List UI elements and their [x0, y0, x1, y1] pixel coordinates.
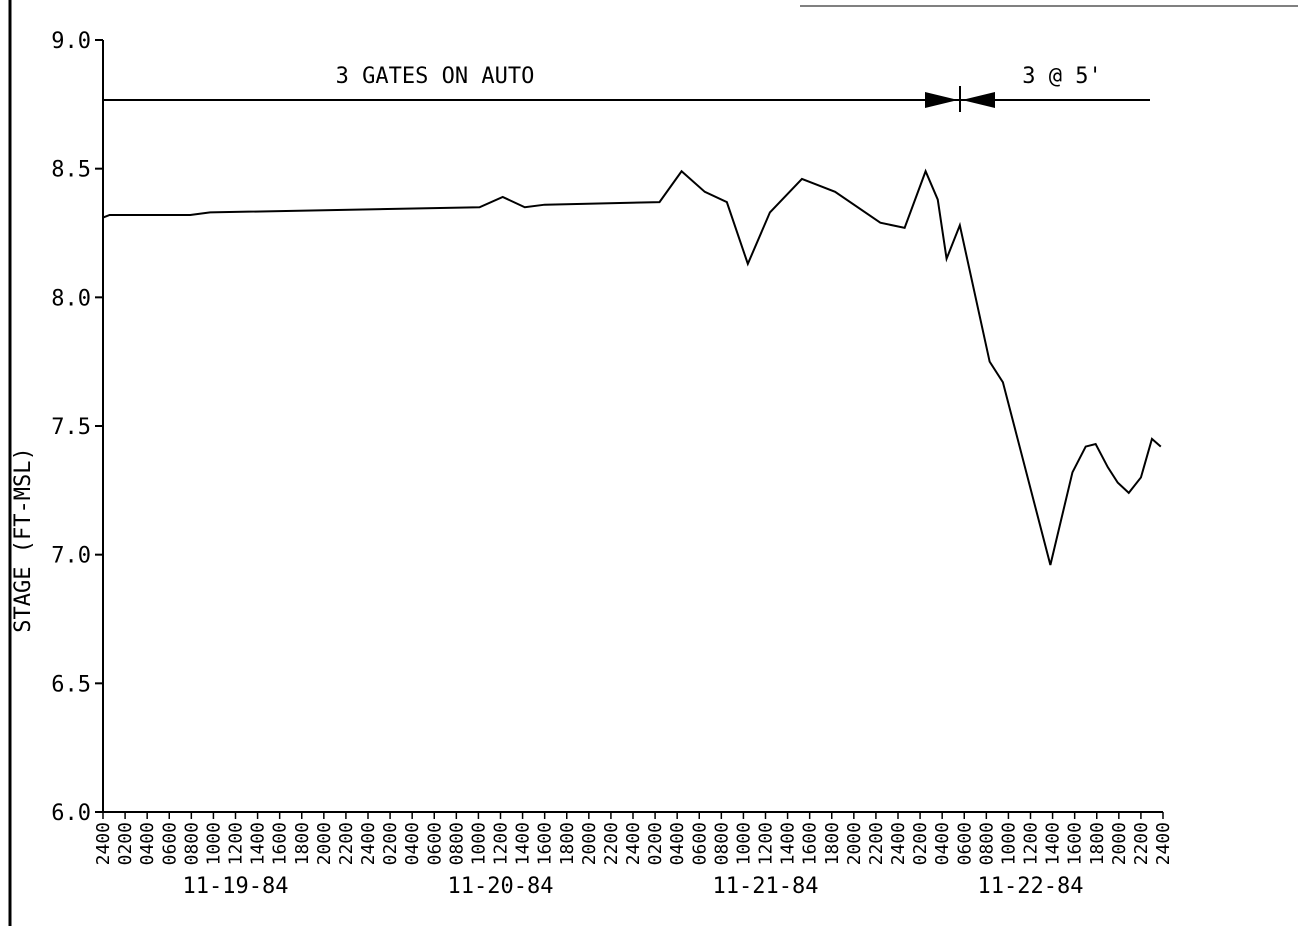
x-tick-label: 0600	[424, 822, 445, 865]
x-tick-label: 0400	[667, 822, 688, 865]
arrow-head	[925, 92, 958, 108]
x-tick-label: 1800	[292, 822, 313, 865]
x-tick-label: 1600	[535, 822, 556, 865]
line	[102, 168, 1162, 566]
x-tick-label: 2000	[314, 822, 335, 865]
y-tick-label: 7.5	[51, 415, 91, 440]
x-tick-label: 1800	[822, 822, 843, 865]
x-tick-label: 0400	[932, 822, 953, 865]
y-axis-label: STAGE (FT-MSL)	[11, 447, 36, 632]
date-label: 11-20-84	[448, 874, 554, 899]
x-tick-label: 0600	[159, 822, 180, 865]
arrow-head	[962, 92, 995, 108]
x-tick-label: 0800	[711, 822, 732, 865]
x-tick-label: 1000	[733, 822, 754, 865]
x-tick-label: 1400	[513, 822, 534, 865]
x-tick-label: 0800	[446, 822, 467, 865]
date-label: 11-19-84	[183, 874, 289, 899]
x-tick-label: 1400	[248, 822, 269, 865]
x-tick-label: 0600	[689, 822, 710, 865]
y-tick-label: 8.0	[51, 286, 91, 311]
x-tick-label: 2000	[579, 822, 600, 865]
x-tick-label: 1200	[491, 822, 512, 865]
x-tick-label: 0400	[402, 822, 423, 865]
y-tick-label: 6.5	[51, 672, 91, 697]
x-tick-label: 2000	[1109, 822, 1130, 865]
x-tick-label: 1800	[557, 822, 578, 865]
x-tick-label: 0200	[380, 822, 401, 865]
x-tick-label: 2400	[623, 822, 644, 865]
x-tick-label: 2200	[1131, 822, 1152, 865]
annotation: 3 @ 5'	[1022, 64, 1101, 89]
date-label: 11-21-84	[713, 874, 819, 899]
date-label: 11-22-84	[978, 874, 1084, 899]
y-tick-label: 6.0	[51, 801, 91, 826]
annotation: 3 GATES ON AUTO	[336, 64, 535, 89]
x-tick-label: 0800	[976, 822, 997, 865]
x-tick-label: 2000	[844, 822, 865, 865]
x-tick-label: 1400	[1043, 822, 1064, 865]
x-tick-label: 1200	[226, 822, 247, 865]
y-tick-label: 7.0	[51, 544, 91, 569]
x-tick-label: 2400	[93, 822, 114, 865]
x-tick-label: 2400	[1153, 822, 1174, 865]
x-tick-label: 1600	[270, 822, 291, 865]
x-tick-label: 2200	[336, 822, 357, 865]
x-tick-label: 1800	[1087, 822, 1108, 865]
x-tick-label: 0200	[645, 822, 666, 865]
x-tick-label: 1000	[203, 822, 224, 865]
x-tick-label: 0400	[137, 822, 158, 865]
x-tick-label: 1600	[1065, 822, 1086, 865]
x-tick-label: 1200	[1021, 822, 1042, 865]
x-tick-label: 1400	[778, 822, 799, 865]
x-tick-label: 0200	[910, 822, 931, 865]
x-tick-label: 1600	[800, 822, 821, 865]
y-tick-label: 9.0	[51, 29, 91, 54]
x-tick-label: 0200	[115, 822, 136, 865]
x-tick-label: 1000	[468, 822, 489, 865]
x-tick-label: 2400	[358, 822, 379, 865]
x-tick-label: 0600	[954, 822, 975, 865]
x-tick-label: 1200	[756, 822, 777, 865]
x-tick-label: 2200	[866, 822, 887, 865]
x-tick-label: 2400	[888, 822, 909, 865]
x-tick-label: 0800	[181, 822, 202, 865]
x-tick-label: 1000	[998, 822, 1019, 865]
y-tick-label: 8.5	[51, 158, 91, 183]
x-tick-label: 2200	[601, 822, 622, 865]
